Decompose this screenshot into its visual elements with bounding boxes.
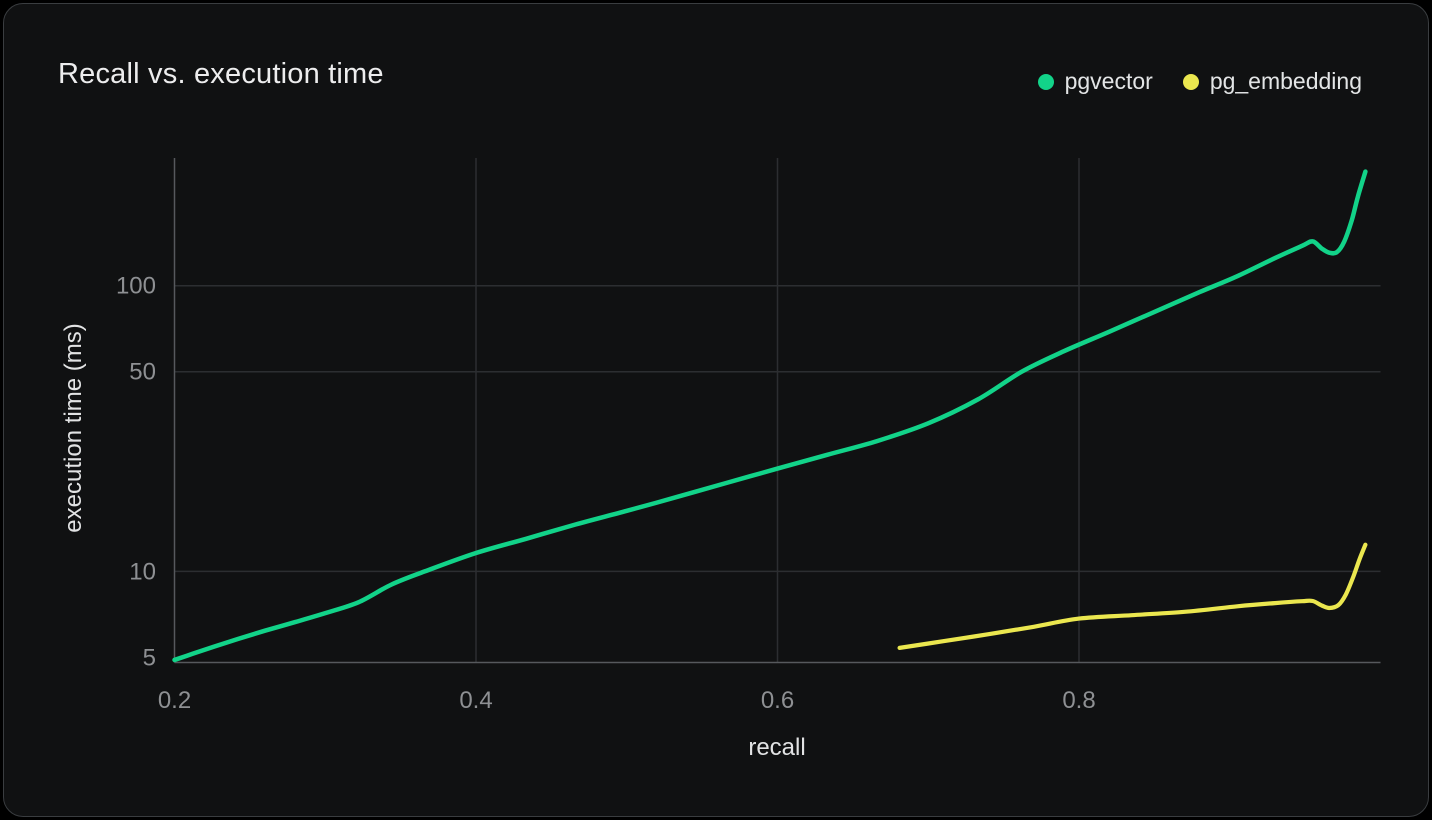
chart-card: [3, 3, 1429, 817]
x-tick-label: 0.8: [1062, 687, 1095, 714]
series-line-pgvector[interactable]: [172, 169, 1368, 663]
y-tick-label: 100: [116, 273, 156, 300]
legend-label-pg-embedding: pg_embedding: [1209, 68, 1362, 94]
legend-item-pgvector[interactable]: pgvector: [1037, 68, 1153, 95]
y-axis-title: execution time (ms): [60, 323, 87, 533]
y-tick-label: 50: [129, 359, 156, 386]
pgvector-series-dot-icon: [1037, 73, 1054, 90]
x-tick-label: 0.4: [459, 687, 492, 714]
series-line-pg_embedding[interactable]: [897, 542, 1368, 650]
y-tick-label: 10: [129, 558, 156, 585]
chart-title: Recall vs. execution time: [58, 58, 384, 90]
x-tick-label: 0.6: [761, 687, 794, 714]
y-tick-label: 5: [143, 644, 156, 671]
x-axis-title: recall: [748, 734, 806, 761]
legend: pgvector pg_embedding: [1037, 68, 1362, 95]
legend-item-pg-embedding[interactable]: pg_embedding: [1182, 68, 1362, 95]
pg-embedding-series-dot-icon: [1182, 73, 1199, 90]
x-tick-label: 0.2: [158, 687, 191, 714]
legend-label-pgvector: pgvector: [1064, 68, 1153, 94]
